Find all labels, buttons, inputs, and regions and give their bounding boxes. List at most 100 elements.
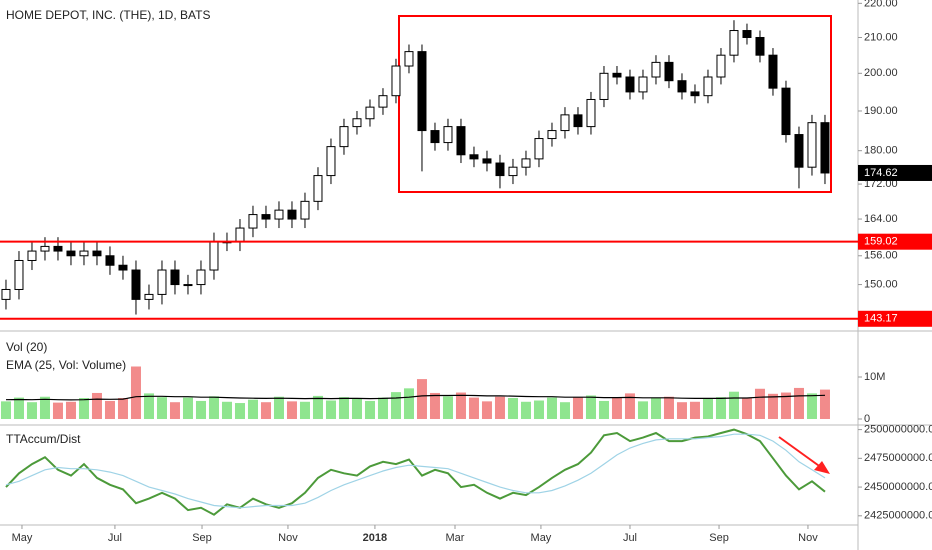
x-tick-label: Sep: [192, 532, 212, 544]
volume-bar: [702, 398, 713, 419]
ema-line: [5, 394, 826, 401]
indicator-title: TTAccum/Dist: [6, 432, 81, 446]
volume-bar: [780, 392, 791, 419]
candle-body: [404, 51, 414, 67]
y-tick-label: 10M: [864, 371, 885, 383]
volume-bar: [663, 396, 674, 419]
candle-body: [508, 166, 518, 177]
volume-bar: [819, 389, 830, 419]
volume-bar: [377, 397, 388, 419]
y-tick-label: 190.00: [864, 105, 898, 117]
volume-bar: [741, 397, 752, 419]
y-tick-label: 200.00: [864, 67, 898, 79]
volume-bar: [208, 396, 219, 419]
candle-body: [378, 95, 388, 108]
candle-body: [586, 98, 596, 128]
volume-bar: [260, 402, 271, 419]
volume-bar: [364, 400, 375, 419]
candle-body: [781, 87, 791, 136]
volume-bar: [546, 397, 557, 419]
volume-bar: [221, 401, 232, 419]
volume-bar: [169, 402, 180, 419]
x-tick-label: Nov: [798, 532, 818, 544]
volume-bar: [624, 393, 635, 419]
volume-bar: [598, 400, 609, 419]
volume-bar: [351, 398, 362, 419]
y-tick-label: 210.00: [864, 31, 898, 43]
volume-bar: [520, 401, 531, 419]
candle-body: [703, 76, 713, 97]
candle-body: [131, 269, 141, 300]
ema-title: EMA (25, Vol: Volume): [6, 358, 126, 372]
candle-body: [755, 36, 765, 56]
x-tick-label: Nov: [278, 532, 298, 544]
volume-bar: [507, 398, 518, 419]
y-tick-label: 156.00: [864, 250, 898, 262]
volume-bar: [637, 401, 648, 419]
y-tick-label: 164.00: [864, 213, 898, 225]
candle-body: [79, 250, 89, 257]
volume-bar: [572, 397, 583, 419]
volume-bar: [585, 395, 596, 419]
candle-body: [391, 65, 401, 97]
candle-body: [183, 284, 193, 287]
candle-body: [196, 269, 206, 286]
candle-body: [105, 255, 115, 266]
candle-body: [170, 269, 180, 286]
candle-body: [534, 138, 544, 160]
candle-body: [742, 30, 752, 38]
candle-body: [209, 241, 219, 271]
candle-body: [157, 269, 167, 295]
volume-bar: [429, 392, 440, 419]
candle-body: [651, 61, 661, 78]
candle-body: [287, 209, 297, 220]
candle-body: [638, 76, 648, 93]
volume-bar: [338, 397, 349, 419]
candle-body: [235, 227, 245, 243]
y-tick-label: 2500000000.0000: [864, 424, 932, 436]
candle-body: [118, 264, 128, 271]
candle-body: [274, 209, 284, 220]
volume-bar: [0, 401, 11, 419]
volume-bar: [312, 395, 323, 419]
candle-body: [521, 158, 531, 168]
volume-bar: [299, 401, 310, 419]
x-tick-label: May: [12, 532, 33, 544]
price-label: 159.02: [864, 236, 898, 248]
candle-body: [443, 126, 453, 144]
volume-bar: [286, 401, 297, 419]
candle-body: [599, 72, 609, 100]
candle-body: [326, 146, 336, 177]
candle-body: [261, 214, 271, 220]
candle-body: [248, 214, 258, 229]
candle-body: [820, 122, 830, 174]
x-tick-label: Mar: [446, 532, 465, 544]
volume-bar: [403, 388, 414, 419]
candle-body: [144, 293, 154, 300]
volume-bar: [130, 366, 141, 419]
y-tick-label: 2425000000.0000: [864, 510, 932, 522]
volume-bar: [793, 387, 804, 419]
candle-body: [40, 245, 50, 252]
volume-bar: [611, 398, 622, 419]
volume-bar: [273, 396, 284, 419]
x-tick-label: Jul: [108, 532, 122, 544]
y-tick-label: 172.00: [864, 178, 898, 190]
candle-body: [352, 118, 362, 128]
y-tick-label: 180.00: [864, 145, 898, 157]
volume-bar: [156, 397, 167, 419]
volume-bar: [91, 392, 102, 419]
candle-body: [365, 106, 375, 120]
x-tick-label: Jul: [623, 532, 637, 544]
volume-bar: [468, 397, 479, 419]
candle-body: [547, 130, 557, 140]
volume-bar: [442, 396, 453, 419]
candle-body: [794, 134, 804, 168]
volume-bar: [728, 391, 739, 419]
y-tick-label: 0: [864, 413, 870, 425]
candle-body: [560, 114, 570, 132]
last-price-label: 174.62: [864, 167, 898, 179]
candle-body: [625, 76, 635, 93]
y-tick-label: 150.00: [864, 278, 898, 290]
